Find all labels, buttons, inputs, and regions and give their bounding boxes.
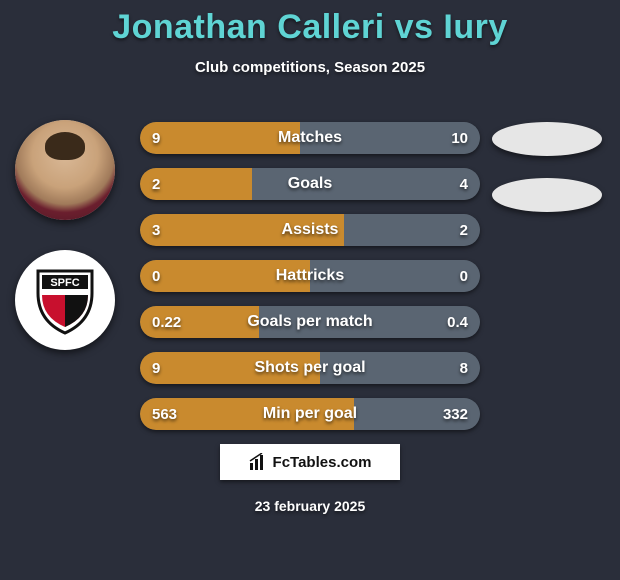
stat-label: Assists [140,214,480,246]
date-text: 23 february 2025 [0,498,620,514]
brand-badge: FcTables.com [220,444,400,480]
club-badge: SPFC [15,250,115,350]
page-title: Jonathan Calleri vs Iury [0,0,620,47]
opponent-club-placeholder [492,178,602,212]
stat-row: 98Shots per goal [140,352,480,384]
stats-container: 910Matches 24Goals 32Assists 00Hattricks 0.2… [140,122,480,430]
stat-row: 563332Min per goal [140,398,480,430]
stat-row: 910Matches [140,122,480,154]
right-avatar-column [492,122,602,212]
stat-label: Goals [140,168,480,200]
stat-row: 00Hattricks [140,260,480,292]
stat-label: Matches [140,122,480,154]
brand-text: FcTables.com [273,454,372,471]
left-avatar-column: SPFC [10,120,120,350]
club-shield-icon: SPFC [34,265,96,335]
stat-label: Hattricks [140,260,480,292]
stat-label: Goals per match [140,306,480,338]
brand-chart-icon [249,453,267,471]
subtitle: Club competitions, Season 2025 [0,59,620,76]
opponent-avatar-placeholder [492,122,602,156]
stat-label: Min per goal [140,398,480,430]
club-badge-text: SPFC [50,277,79,289]
stat-label: Shots per goal [140,352,480,384]
player-avatar [15,120,115,220]
player-face-placeholder [15,120,115,220]
stat-row: 32Assists [140,214,480,246]
stat-row: 0.220.4Goals per match [140,306,480,338]
stat-row: 24Goals [140,168,480,200]
